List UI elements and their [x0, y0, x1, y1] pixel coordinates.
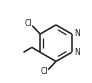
Text: Cl: Cl — [25, 19, 32, 28]
Text: N: N — [74, 29, 80, 38]
Text: Cl: Cl — [41, 67, 48, 76]
Text: N: N — [74, 48, 80, 57]
